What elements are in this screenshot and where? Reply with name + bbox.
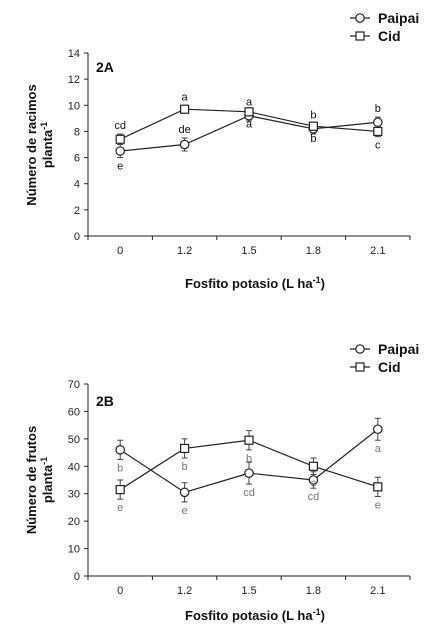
- panel-label: 2B: [96, 393, 114, 409]
- data-point-paipai: [308, 475, 319, 485]
- legend-label: Cid: [378, 359, 401, 375]
- x-tick-label: 1.8: [306, 585, 321, 597]
- data-point-paipai: [179, 487, 190, 498]
- significance-letter: b: [310, 133, 316, 145]
- y-tick-label: 60: [68, 406, 80, 418]
- legend-marker-square-icon: [355, 362, 365, 372]
- data-point-cid: [115, 485, 125, 495]
- y-tick-label: 6: [74, 153, 80, 165]
- y-tick-label: 40: [68, 461, 80, 473]
- significance-letter: b: [246, 453, 252, 465]
- significance-letter: c: [375, 140, 381, 152]
- significance-letter: a: [246, 97, 253, 109]
- y-tick-label: 30: [68, 489, 80, 501]
- chart-b-ylabel: Número de frutos: [24, 426, 39, 534]
- x-tick-label: 0: [117, 585, 123, 597]
- significance-letter: e: [117, 502, 123, 514]
- data-point-cid: [373, 482, 383, 492]
- data-point-paipai: [115, 445, 125, 455]
- data-point-paipai: [115, 146, 125, 156]
- data-point-cid: [244, 107, 254, 117]
- y-tick-label: 20: [68, 516, 80, 528]
- chart-a-xlabel: Fosfito potasio (L ha-1): [185, 275, 325, 291]
- y-tick-label: 10: [68, 544, 80, 556]
- y-tick-label: 8: [74, 126, 80, 138]
- data-point-cid: [115, 134, 125, 144]
- significance-letter: e: [182, 505, 188, 517]
- significance-letter: e: [117, 161, 123, 173]
- significance-letter: a: [182, 91, 189, 103]
- legend-label: Paipai: [378, 341, 419, 357]
- x-tick-label: 1.5: [241, 585, 256, 597]
- significance-letter: cd: [114, 120, 126, 132]
- y-tick-label: 0: [74, 231, 80, 243]
- y-tick-label: 4: [74, 179, 80, 191]
- data-point-paipai: [372, 424, 383, 435]
- x-tick-label: 1.2: [177, 245, 192, 257]
- y-tick-label: 50: [68, 434, 80, 446]
- significance-letter: e: [375, 499, 381, 511]
- significance-letter: b: [182, 461, 188, 473]
- data-point-cid: [180, 104, 190, 114]
- data-point-paipai: [179, 139, 190, 150]
- y-tick-label: 2: [74, 205, 80, 217]
- data-point-cid: [244, 435, 254, 445]
- significance-letter: cd: [243, 487, 255, 499]
- legend-marker-circle-icon: [355, 344, 365, 354]
- chart-b-xlabel: Fosfito potasio (L ha-1): [185, 607, 325, 623]
- y-tick-label: 10: [68, 100, 80, 112]
- data-point-cid: [373, 126, 383, 137]
- chart-a-ylabel-sub: planta-1: [39, 122, 55, 168]
- chart-a-ylabel: Número de racimos: [24, 84, 39, 205]
- significance-letter: de: [178, 124, 190, 136]
- x-tick-label: 2.1: [370, 585, 385, 597]
- y-tick-label: 70: [68, 379, 80, 391]
- significance-letter: a: [375, 443, 382, 455]
- significance-letter: b: [117, 462, 123, 474]
- chart-1: 0 10 20 30 40 50 60 70 0 1.2 1.5 1.8 2.1 2B b e cd cd a e b b…: [68, 341, 420, 597]
- x-tick-label: 1.2: [177, 585, 192, 597]
- data-point-paipai: [244, 468, 254, 478]
- panel-label: 2A: [96, 59, 114, 75]
- significance-letter: c: [311, 478, 317, 490]
- data-point-paipai: [372, 117, 383, 128]
- significance-letter: b: [375, 103, 381, 115]
- chart-b-ylabel-sub: planta-1: [39, 457, 55, 503]
- data-point-cid: [308, 121, 318, 131]
- legend-marker-circle-icon: [355, 13, 365, 23]
- significance-letter: b: [310, 110, 316, 122]
- data-point-cid: [180, 443, 190, 454]
- x-tick-label: 2.1: [370, 245, 385, 257]
- x-tick-label: 1.5: [241, 245, 256, 257]
- data-point-cid: [308, 461, 318, 471]
- significance-letter: cd: [308, 491, 320, 503]
- x-tick-label: 1.8: [306, 245, 321, 257]
- y-tick-label: 12: [68, 74, 80, 86]
- x-tick-label: 0: [117, 245, 123, 257]
- legend-label: Paipai: [378, 10, 419, 26]
- significance-letter: a: [246, 119, 253, 131]
- y-tick-label: 0: [74, 571, 80, 583]
- legend-label: Cid: [378, 28, 401, 44]
- legend-marker-square-icon: [355, 31, 365, 41]
- y-tick-label: 14: [68, 48, 80, 60]
